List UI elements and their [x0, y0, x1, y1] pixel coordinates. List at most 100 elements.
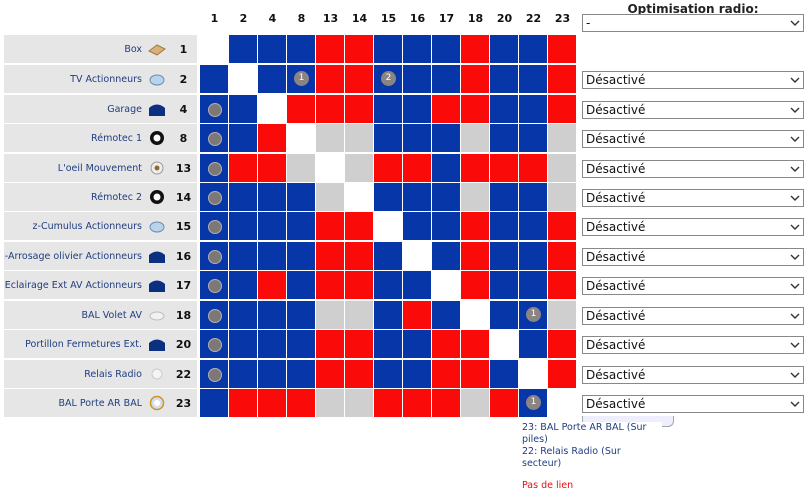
optimisation-header-select[interactable]: - — [582, 14, 804, 32]
link-cell-16-4[interactable] — [258, 242, 286, 270]
link-cell-4-14[interactable] — [345, 95, 373, 123]
link-cell-14-18[interactable] — [461, 183, 489, 211]
link-cell-13-15[interactable] — [374, 154, 402, 182]
link-cell-18-15[interactable] — [374, 301, 402, 329]
link-cell-4-23[interactable] — [548, 95, 576, 123]
link-cell-20-17[interactable] — [432, 330, 460, 358]
link-cell-2-13[interactable] — [316, 65, 344, 93]
link-cell-18-20[interactable] — [490, 301, 518, 329]
optimisation-select-20[interactable]: Désactivé — [582, 336, 804, 354]
link-cell-18-22[interactable]: 1 — [519, 301, 547, 329]
link-cell-20-22[interactable] — [519, 330, 547, 358]
optimisation-select-17[interactable]: Désactivé — [582, 277, 804, 295]
link-cell-13-1[interactable] — [200, 154, 228, 182]
link-cell-4-17[interactable] — [432, 95, 460, 123]
link-cell-13-14[interactable] — [345, 154, 373, 182]
link-cell-1-8[interactable] — [287, 35, 315, 63]
optimisation-select-4[interactable]: Désactivé — [582, 101, 804, 119]
link-cell-16-15[interactable] — [374, 242, 402, 270]
link-cell-15-20[interactable] — [490, 212, 518, 240]
optimisation-select-15[interactable]: Désactivé — [582, 218, 804, 236]
link-cell-22-16[interactable] — [403, 360, 431, 388]
link-cell-14-23[interactable] — [548, 183, 576, 211]
optimisation-select-8[interactable]: Désactivé — [582, 130, 804, 148]
link-cell-17-23[interactable] — [548, 271, 576, 299]
link-cell-8-2[interactable] — [229, 124, 257, 152]
optimisation-select-16[interactable]: Désactivé — [582, 248, 804, 266]
link-cell-1-23[interactable] — [548, 35, 576, 63]
link-cell-1-16[interactable] — [403, 35, 431, 63]
link-cell-20-20[interactable] — [490, 330, 518, 358]
link-cell-22-1[interactable] — [200, 360, 228, 388]
link-cell-17-22[interactable] — [519, 271, 547, 299]
link-cell-18-14[interactable] — [345, 301, 373, 329]
link-cell-22-4[interactable] — [258, 360, 286, 388]
link-cell-15-17[interactable] — [432, 212, 460, 240]
link-cell-13-2[interactable] — [229, 154, 257, 182]
link-cell-13-13[interactable] — [316, 154, 344, 182]
link-cell-22-23[interactable] — [548, 360, 576, 388]
link-cell-2-2[interactable] — [229, 65, 257, 93]
link-cell-17-2[interactable] — [229, 271, 257, 299]
link-cell-8-13[interactable] — [316, 124, 344, 152]
link-cell-17-14[interactable] — [345, 271, 373, 299]
link-cell-2-22[interactable] — [519, 65, 547, 93]
link-cell-4-18[interactable] — [461, 95, 489, 123]
link-cell-17-1[interactable] — [200, 271, 228, 299]
link-cell-13-8[interactable] — [287, 154, 315, 182]
link-cell-23-13[interactable] — [316, 389, 344, 417]
link-cell-13-22[interactable] — [519, 154, 547, 182]
link-cell-22-15[interactable] — [374, 360, 402, 388]
link-cell-18-18[interactable] — [461, 301, 489, 329]
link-cell-4-20[interactable] — [490, 95, 518, 123]
link-cell-16-1[interactable] — [200, 242, 228, 270]
link-cell-14-15[interactable] — [374, 183, 402, 211]
link-cell-8-8[interactable] — [287, 124, 315, 152]
link-cell-17-16[interactable] — [403, 271, 431, 299]
optimisation-select-22[interactable]: Désactivé — [582, 366, 804, 384]
link-cell-15-18[interactable] — [461, 212, 489, 240]
link-cell-1-15[interactable] — [374, 35, 402, 63]
link-cell-23-2[interactable] — [229, 389, 257, 417]
link-cell-17-15[interactable] — [374, 271, 402, 299]
link-cell-15-8[interactable] — [287, 212, 315, 240]
link-cell-16-18[interactable] — [461, 242, 489, 270]
link-cell-8-15[interactable] — [374, 124, 402, 152]
link-cell-15-2[interactable] — [229, 212, 257, 240]
link-cell-23-15[interactable] — [374, 389, 402, 417]
link-cell-15-13[interactable] — [316, 212, 344, 240]
link-cell-17-4[interactable] — [258, 271, 286, 299]
link-cell-18-1[interactable] — [200, 301, 228, 329]
link-cell-15-23[interactable] — [548, 212, 576, 240]
link-cell-2-23[interactable] — [548, 65, 576, 93]
link-cell-14-4[interactable] — [258, 183, 286, 211]
link-cell-8-17[interactable] — [432, 124, 460, 152]
link-cell-18-2[interactable] — [229, 301, 257, 329]
link-cell-1-20[interactable] — [490, 35, 518, 63]
link-cell-13-20[interactable] — [490, 154, 518, 182]
link-cell-4-4[interactable] — [258, 95, 286, 123]
link-cell-20-16[interactable] — [403, 330, 431, 358]
link-cell-1-17[interactable] — [432, 35, 460, 63]
link-cell-8-1[interactable] — [200, 124, 228, 152]
link-cell-14-17[interactable] — [432, 183, 460, 211]
link-cell-14-14[interactable] — [345, 183, 373, 211]
link-cell-4-16[interactable] — [403, 95, 431, 123]
link-cell-14-2[interactable] — [229, 183, 257, 211]
link-cell-22-13[interactable] — [316, 360, 344, 388]
link-cell-17-20[interactable] — [490, 271, 518, 299]
link-cell-18-13[interactable] — [316, 301, 344, 329]
link-cell-1-2[interactable] — [229, 35, 257, 63]
link-cell-2-8[interactable]: 1 — [287, 65, 315, 93]
link-cell-4-13[interactable] — [316, 95, 344, 123]
link-cell-2-20[interactable] — [490, 65, 518, 93]
link-cell-22-2[interactable] — [229, 360, 257, 388]
link-cell-13-17[interactable] — [432, 154, 460, 182]
link-cell-13-23[interactable] — [548, 154, 576, 182]
link-cell-14-13[interactable] — [316, 183, 344, 211]
link-cell-18-23[interactable] — [548, 301, 576, 329]
link-cell-22-17[interactable] — [432, 360, 460, 388]
link-cell-20-13[interactable] — [316, 330, 344, 358]
link-cell-20-8[interactable] — [287, 330, 315, 358]
link-cell-15-15[interactable] — [374, 212, 402, 240]
